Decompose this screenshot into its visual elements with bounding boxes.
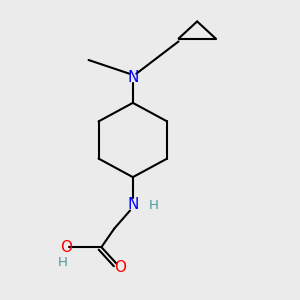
Text: N: N (127, 70, 139, 85)
Text: O: O (114, 260, 126, 274)
Text: H: H (58, 256, 68, 269)
Text: H: H (148, 199, 158, 212)
Text: O: O (60, 240, 72, 255)
Text: N: N (127, 197, 139, 212)
